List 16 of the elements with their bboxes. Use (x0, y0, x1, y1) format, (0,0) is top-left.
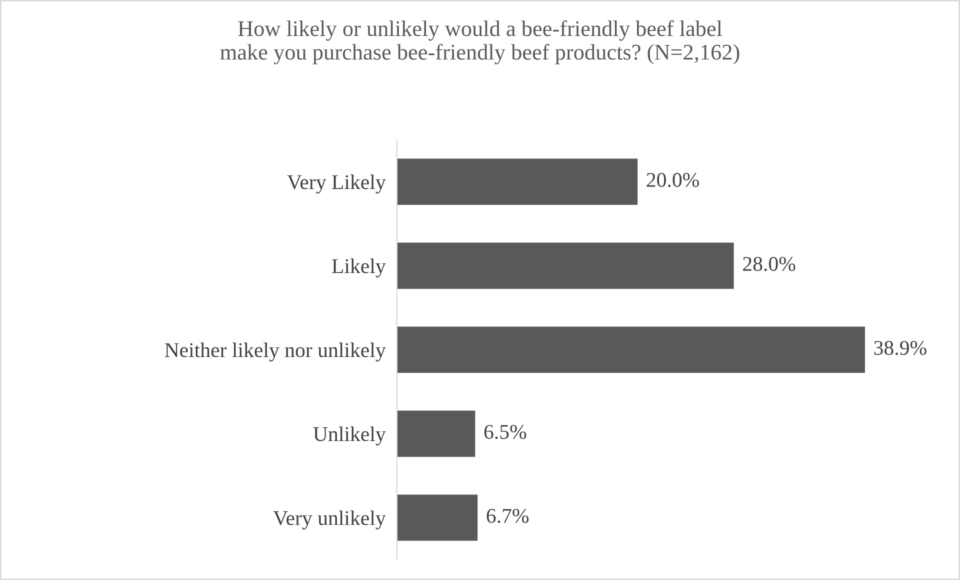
data-label: 6.7% (486, 508, 529, 524)
bar (396, 242, 734, 289)
data-label: 6.5% (484, 424, 526, 440)
data-label: 38.9% (874, 340, 926, 356)
y-tick-label: Very unlikely (273, 510, 386, 530)
y-tick-label: Very Likely (287, 174, 386, 194)
y-tick-label: Unlikely (313, 426, 386, 446)
bar (396, 494, 478, 541)
y-tick-label: Likely (332, 258, 386, 278)
bar (396, 410, 476, 457)
bar (396, 326, 865, 373)
chart-title: How likely or unlikely would a bee-friendly beef label make you purchase bee-friendly beef products? (N=2,162) (220, 20, 740, 64)
data-label: 28.0% (743, 256, 796, 272)
data-label: 20.0% (646, 172, 700, 188)
bar (396, 158, 638, 205)
y-tick-label: Neither likely nor unlikely (164, 342, 386, 362)
